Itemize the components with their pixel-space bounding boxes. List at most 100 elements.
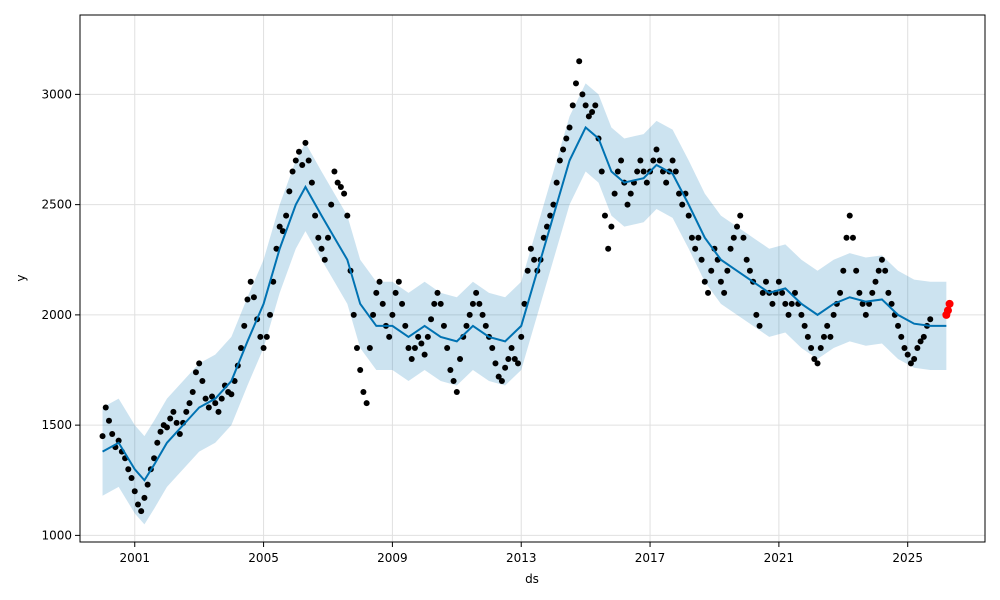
observed-point bbox=[637, 157, 644, 164]
x-axis-label: ds bbox=[525, 572, 539, 586]
observed-point bbox=[109, 430, 116, 437]
observed-point bbox=[173, 419, 180, 426]
observed-point bbox=[756, 322, 763, 329]
observed-point bbox=[418, 340, 425, 347]
observed-point bbox=[746, 267, 753, 274]
y-tick-label: 2000 bbox=[41, 308, 72, 322]
observed-point bbox=[99, 433, 106, 440]
observed-point bbox=[740, 234, 747, 241]
observed-point bbox=[804, 333, 811, 340]
observed-point bbox=[798, 311, 805, 318]
observed-point bbox=[163, 424, 170, 431]
observed-point bbox=[157, 428, 164, 435]
observed-point bbox=[585, 113, 592, 120]
observed-point bbox=[518, 333, 525, 340]
observed-point bbox=[882, 267, 889, 274]
observed-point bbox=[353, 344, 360, 351]
observed-point bbox=[296, 148, 303, 155]
observed-point bbox=[743, 256, 750, 263]
x-tick-layer: 2001 2005 2009 2013 2017 2021 2025 bbox=[119, 542, 923, 565]
observed-point bbox=[292, 157, 299, 164]
observed-point bbox=[511, 355, 518, 362]
observed-point bbox=[373, 289, 380, 296]
observed-point bbox=[849, 234, 856, 241]
observed-point bbox=[244, 296, 251, 303]
observed-point bbox=[444, 344, 451, 351]
observed-point bbox=[257, 333, 264, 340]
observed-point bbox=[672, 168, 679, 175]
observed-point bbox=[276, 223, 283, 230]
observed-point bbox=[759, 289, 766, 296]
observed-point bbox=[366, 344, 373, 351]
observed-point bbox=[592, 102, 599, 109]
observed-point bbox=[218, 395, 225, 402]
observed-point bbox=[495, 373, 502, 380]
observed-point bbox=[202, 395, 209, 402]
observed-point bbox=[199, 378, 206, 385]
observed-point bbox=[717, 278, 724, 285]
observed-point bbox=[250, 294, 257, 301]
observed-point bbox=[907, 360, 914, 367]
observed-point bbox=[885, 289, 892, 296]
observed-point bbox=[914, 344, 921, 351]
observed-point bbox=[134, 501, 141, 508]
observed-point bbox=[862, 311, 869, 318]
observed-point bbox=[824, 322, 831, 329]
observed-point bbox=[328, 201, 335, 208]
observed-point bbox=[843, 234, 850, 241]
observed-point bbox=[721, 289, 728, 296]
observed-point bbox=[640, 168, 647, 175]
observed-point bbox=[312, 212, 319, 219]
observed-point bbox=[527, 245, 534, 252]
observed-point bbox=[605, 245, 612, 252]
observed-point bbox=[869, 289, 876, 296]
observed-point bbox=[376, 278, 383, 285]
observed-point bbox=[370, 311, 377, 318]
observed-point bbox=[247, 278, 254, 285]
observed-point bbox=[572, 80, 579, 87]
observed-point bbox=[176, 430, 183, 437]
observed-point bbox=[634, 168, 641, 175]
observed-point bbox=[579, 91, 586, 98]
y-tick-label: 1000 bbox=[41, 528, 72, 542]
observed-point bbox=[830, 311, 837, 318]
observed-point bbox=[576, 58, 583, 65]
observed-point bbox=[598, 168, 605, 175]
observed-point bbox=[411, 344, 418, 351]
y-tick-label: 3000 bbox=[41, 87, 72, 101]
observed-point bbox=[669, 157, 676, 164]
observed-point bbox=[521, 300, 528, 307]
observed-point bbox=[299, 161, 306, 168]
observed-point bbox=[859, 300, 866, 307]
observed-point bbox=[408, 355, 415, 362]
observed-point bbox=[128, 475, 135, 482]
x-tick-label: 2013 bbox=[506, 551, 537, 565]
observed-point bbox=[260, 344, 267, 351]
observed-point bbox=[540, 234, 547, 241]
observed-point bbox=[878, 256, 885, 263]
observed-point bbox=[762, 278, 769, 285]
x-tick-label: 2009 bbox=[377, 551, 408, 565]
observed-point bbox=[524, 267, 531, 274]
observed-point bbox=[450, 378, 457, 385]
observed-point bbox=[692, 245, 699, 252]
observed-point bbox=[498, 378, 505, 385]
observed-point bbox=[817, 344, 824, 351]
observed-point bbox=[415, 333, 422, 340]
observed-point bbox=[531, 256, 538, 263]
observed-point bbox=[698, 256, 705, 263]
observed-point bbox=[724, 267, 731, 274]
observed-point bbox=[479, 311, 486, 318]
x-tick-label: 2005 bbox=[248, 551, 279, 565]
observed-point bbox=[395, 278, 402, 285]
observed-point bbox=[901, 344, 908, 351]
observed-point bbox=[228, 391, 235, 398]
observed-point bbox=[273, 245, 280, 252]
observed-point bbox=[350, 311, 357, 318]
observed-point bbox=[853, 267, 860, 274]
x-tick-label: 2017 bbox=[635, 551, 666, 565]
forecast-line-layer bbox=[102, 125, 947, 482]
observed-point bbox=[453, 389, 460, 396]
